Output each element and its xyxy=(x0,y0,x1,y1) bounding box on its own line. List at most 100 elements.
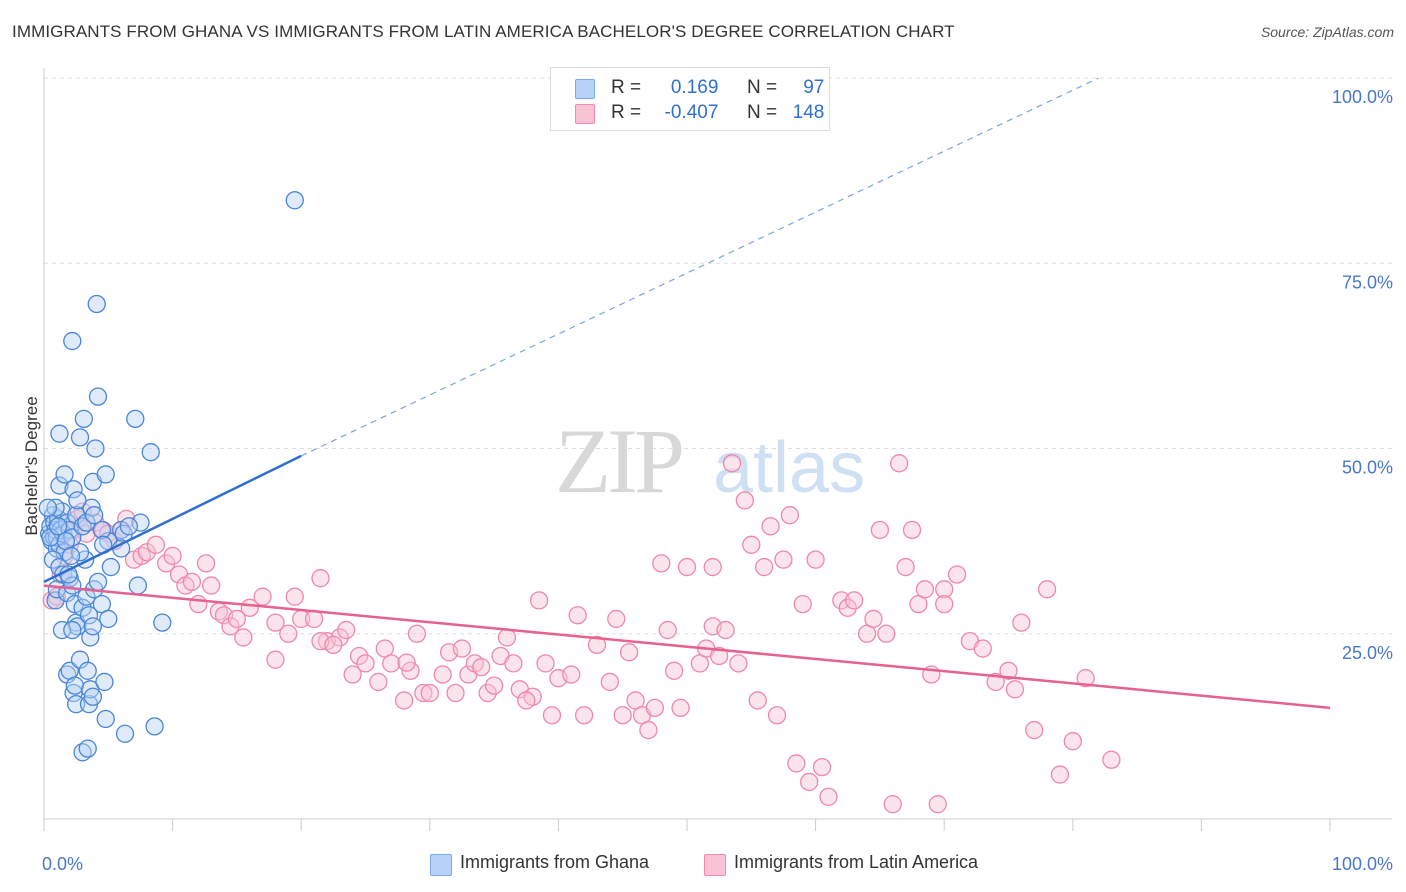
data-point xyxy=(1025,720,1044,740)
y-tick-label: 25.0% xyxy=(1342,643,1393,663)
data-point xyxy=(664,661,684,680)
data-point xyxy=(196,554,216,573)
tick-labels: 25.0% 50.0% 75.0% 100.0% 0.0% 100.0% xyxy=(42,87,1393,874)
data-point xyxy=(774,550,793,569)
data-point xyxy=(838,598,857,617)
data-point xyxy=(115,724,135,743)
data-point xyxy=(529,591,549,610)
data-point xyxy=(356,654,375,673)
data-point xyxy=(710,646,729,666)
data-point xyxy=(671,698,690,717)
data-point xyxy=(330,628,349,647)
y-tick-label: 75.0% xyxy=(1342,272,1393,292)
y-axis-label: Bachelor's Degree xyxy=(22,396,41,536)
data-point xyxy=(755,557,774,577)
data-point xyxy=(652,554,671,573)
data-point xyxy=(619,643,639,662)
data-point xyxy=(504,654,523,673)
data-point xyxy=(896,557,915,577)
data-point xyxy=(542,706,562,725)
data-point xyxy=(369,672,388,692)
data-point xyxy=(131,513,150,532)
data-point xyxy=(182,572,202,592)
data-point xyxy=(890,454,909,473)
data-point xyxy=(407,624,427,643)
legend-n-value-latin-america: 148 xyxy=(792,102,825,123)
data-point xyxy=(742,535,761,554)
data-point xyxy=(806,550,825,569)
data-point xyxy=(266,613,285,632)
data-point xyxy=(78,661,97,680)
data-point xyxy=(446,683,465,703)
data-point xyxy=(70,428,90,447)
data-point xyxy=(902,520,922,540)
data-point xyxy=(761,517,780,536)
data-point xyxy=(1050,765,1070,784)
data-point xyxy=(85,506,104,525)
data-point xyxy=(83,687,103,706)
data-point xyxy=(64,480,83,499)
data-point xyxy=(812,757,832,777)
data-point xyxy=(145,717,164,736)
data-point xyxy=(86,439,105,458)
data-point xyxy=(845,591,864,610)
data-point xyxy=(55,465,74,484)
legend-r-label: R = xyxy=(611,102,642,123)
data-point xyxy=(77,587,96,606)
data-point xyxy=(600,672,619,692)
data-point xyxy=(999,661,1018,680)
data-point xyxy=(50,424,69,443)
trendline-ghana-extension xyxy=(300,77,1099,457)
data-point xyxy=(285,191,304,210)
data-point xyxy=(793,594,812,614)
legend-n-label: N = xyxy=(746,102,778,123)
y-tick-label: 100.0% xyxy=(1332,87,1393,107)
data-point xyxy=(88,572,108,592)
data-point xyxy=(1063,732,1082,751)
chart-title: IMMIGRANTS FROM GHANA VS IMMIGRANTS FROM… xyxy=(12,22,955,41)
data-point xyxy=(95,672,114,692)
data-point xyxy=(864,609,883,629)
data-point xyxy=(517,691,536,710)
data-point xyxy=(221,617,240,636)
data-point xyxy=(787,754,806,773)
data-point xyxy=(1005,680,1025,699)
data-point xyxy=(70,543,90,562)
data-point xyxy=(78,739,97,758)
data-point xyxy=(48,517,68,536)
data-point xyxy=(59,565,78,584)
data-point xyxy=(112,539,131,558)
data-point xyxy=(88,387,108,406)
data-point xyxy=(472,657,491,677)
data-point xyxy=(67,694,86,714)
data-point xyxy=(279,624,298,643)
data-point xyxy=(83,617,103,636)
data-point xyxy=(819,787,838,806)
data-point xyxy=(46,498,65,517)
legend-swatch-ghana xyxy=(575,79,595,99)
data-point xyxy=(79,606,99,625)
data-point xyxy=(96,465,115,484)
data-point xyxy=(87,294,106,314)
axes xyxy=(43,68,1392,831)
latin-america-points xyxy=(42,454,1121,814)
bottom-legend-swatch-latin-america xyxy=(704,854,726,876)
data-point xyxy=(50,476,69,495)
data-point xyxy=(658,620,677,640)
data-point xyxy=(394,691,414,710)
data-point xyxy=(266,650,285,669)
legend-swatch-latin-america xyxy=(575,104,595,124)
data-point xyxy=(832,591,851,610)
data-point xyxy=(77,513,96,532)
source-label: Source: ZipAtlas.com xyxy=(1260,24,1394,40)
trendlines xyxy=(43,77,1331,710)
data-point xyxy=(780,506,800,525)
data-point xyxy=(877,624,896,643)
data-point xyxy=(414,683,433,703)
data-point xyxy=(928,795,947,814)
watermark: ZIP atlas xyxy=(555,410,865,512)
data-point xyxy=(128,576,148,595)
data-point xyxy=(61,546,81,566)
data-point xyxy=(562,665,581,684)
